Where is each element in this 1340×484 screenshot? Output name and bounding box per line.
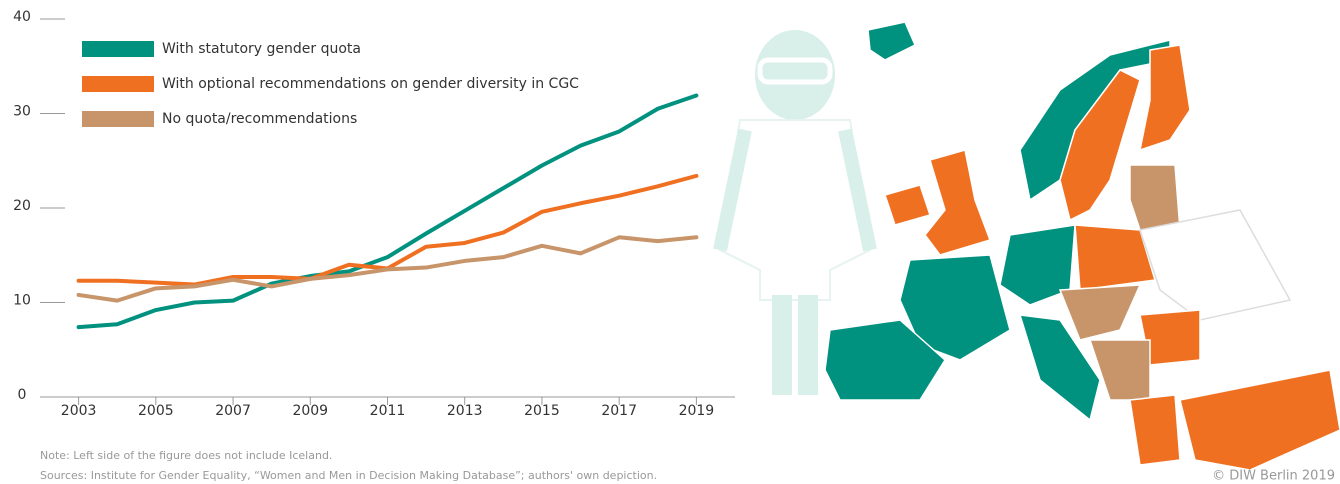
source: Sources: Institute for Gender Equality, … xyxy=(40,469,657,482)
series-line xyxy=(76,235,699,303)
x-tick-label: 2011 xyxy=(370,403,406,419)
legend-label: With statutory gender quota xyxy=(162,41,361,57)
x-tick-label: 2003 xyxy=(61,403,97,419)
series-line xyxy=(76,93,699,330)
x-tick-label: 2019 xyxy=(679,403,715,419)
x-tick-label: 2015 xyxy=(524,403,560,419)
legend-swatch xyxy=(82,76,154,92)
legend-swatch xyxy=(82,111,154,127)
illustration xyxy=(713,30,877,395)
x-tick-label: 2017 xyxy=(601,403,637,419)
x-tick-label: 2013 xyxy=(447,403,483,419)
x-tick-label: 2009 xyxy=(292,403,328,419)
y-tick-label: 10 xyxy=(13,293,31,309)
x-tick-label: 2005 xyxy=(138,403,174,419)
legend-label: With optional recommendations on gender … xyxy=(162,76,579,92)
x-tick-label: 2007 xyxy=(215,403,251,419)
y-tick-label: 30 xyxy=(13,104,31,120)
y-tick-label: 40 xyxy=(13,9,31,25)
note: Note: Left side of the figure does not i… xyxy=(40,449,332,462)
legend-label: No quota/recommendations xyxy=(162,111,357,127)
map xyxy=(824,21,1340,471)
y-tick-label: 20 xyxy=(13,198,31,214)
legend-swatch xyxy=(82,41,154,57)
y-tick-label: 0 xyxy=(18,387,27,403)
credit: © DIW Berlin 2019 xyxy=(1212,469,1335,484)
